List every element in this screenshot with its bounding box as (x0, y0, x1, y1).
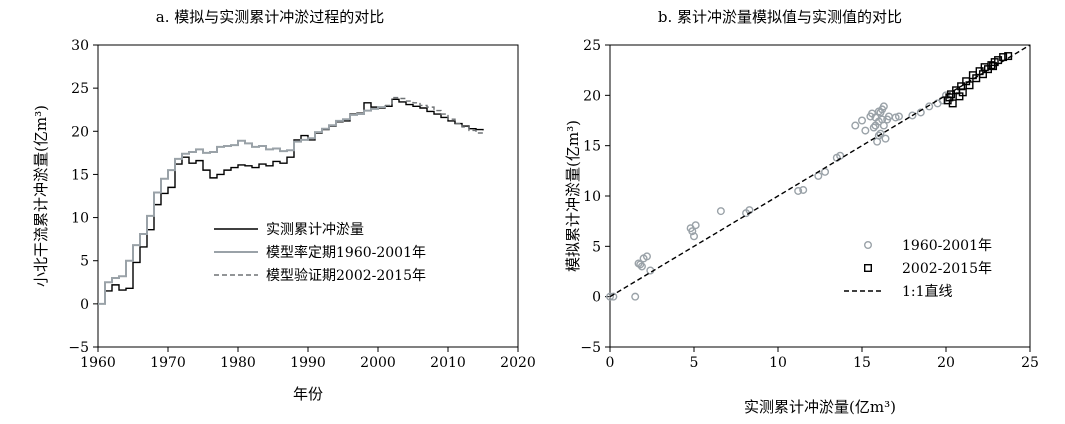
scatter-point-1 (879, 121, 888, 130)
chart-b: b. 累计冲淤量模拟值与实测值的对比 0 5 10 15 20 25 −5 0 5 10 15 20 2… (564, 8, 1039, 416)
scatter-point-1 (861, 126, 870, 135)
series-line-3 (385, 96, 484, 136)
scatter-point-1 (858, 116, 867, 125)
scatter-point-2 (958, 88, 967, 97)
scatter-point-1 (916, 108, 925, 117)
scatter-point-1 (869, 123, 878, 132)
x-tick-label: 10 (769, 355, 787, 371)
scatter-point-1 (908, 111, 917, 120)
y-tick-label: 30 (71, 38, 89, 54)
y-tick-label: 25 (583, 38, 601, 54)
scatter-point-1 (690, 232, 699, 241)
x-tick-label: 2000 (360, 355, 396, 371)
scatter-point-1 (891, 113, 900, 122)
scatter-point-1 (925, 102, 934, 111)
y-tick-label: 0 (592, 290, 601, 306)
x-tick-label: 20 (937, 355, 955, 371)
legend-swatch (864, 240, 873, 249)
x-tick-label: 2010 (430, 355, 466, 371)
chart-b-ticks: 0 5 10 15 20 25 −5 0 5 10 15 20 25 (580, 38, 1039, 371)
scatter-point-2 (978, 70, 987, 79)
x-tick-label: 5 (690, 355, 699, 371)
legend-label: 1:1直线 (902, 283, 953, 300)
chart-a-ticks: 1960 1970 1980 1990 2000 2010 2020 −5 0 5 10 15 20 25… (68, 38, 535, 371)
y-tick-label: 20 (583, 88, 601, 104)
scatter-point-1 (851, 121, 860, 130)
x-tick-label: 0 (606, 355, 615, 371)
scatter-point-1 (799, 185, 808, 194)
x-tick-label: 1990 (290, 355, 326, 371)
y-tick-label: 5 (592, 239, 601, 255)
chart-b-plot (606, 44, 1031, 301)
chart-a-ylabel: 小北干流累计冲淤量(亿m³) (32, 105, 50, 287)
chart-a-title: a. 模拟与实测累计冲淤过程的对比 (156, 8, 384, 26)
chart-b-legend: 1960-2001年 2002-2015年 1:1直线 (844, 238, 992, 300)
x-tick-label: 1980 (220, 355, 256, 371)
series-line-3 (609, 44, 1031, 298)
y-tick-label: 20 (71, 124, 89, 140)
scatter-point-1 (879, 102, 888, 111)
scatter-point-1 (876, 129, 885, 138)
chart-b-xlabel: 实测累计冲淤量(亿m³) (744, 398, 896, 416)
chart-a-xlabel: 年份 (293, 385, 323, 403)
x-tick-label: 1970 (150, 355, 186, 371)
legend-label: 2002-2015年 (902, 261, 992, 277)
scatter-point-1 (894, 112, 903, 121)
scatter-point-1 (716, 207, 725, 216)
scatter-point-1 (881, 134, 890, 143)
x-tick-label: 1960 (80, 355, 116, 371)
legend-label: 模型验证期2002-2015年 (266, 268, 426, 284)
legend-label: 模型率定期1960-2001年 (266, 244, 426, 261)
scatter-point-2 (972, 74, 981, 83)
y-tick-label: 10 (583, 189, 601, 205)
x-tick-label: 15 (853, 355, 871, 371)
scatter-point-1 (691, 221, 700, 230)
legend-label: 1960-2001年 (902, 238, 992, 254)
scatter-point-1 (634, 259, 643, 268)
x-tick-label: 25 (1021, 355, 1039, 371)
scatter-point-2 (948, 99, 957, 108)
scatter-point-2 (989, 62, 998, 71)
scatter-point-1 (688, 227, 697, 236)
scatter-point-1 (631, 292, 640, 301)
chart-a: a. 模拟与实测累计冲淤过程的对比 1960 1970 1980 1990 2000 20… (32, 8, 536, 403)
chart-b-frame (609, 44, 1031, 348)
legend-label: 实测累计冲淤量 (266, 222, 364, 238)
legend-swatch (864, 264, 873, 273)
y-tick-label: 15 (71, 167, 89, 183)
x-tick-label: 2020 (500, 355, 536, 371)
scatter-point-1 (814, 171, 823, 180)
series-line-1 (98, 98, 484, 305)
chart-a-plot (98, 96, 484, 305)
y-tick-label: −5 (580, 340, 601, 356)
chart-b-title: b. 累计冲淤量模拟值与实测值的对比 (658, 8, 902, 26)
scatter-point-1 (642, 252, 651, 261)
scatter-point-1 (821, 167, 830, 176)
series-line-2 (98, 105, 386, 305)
chart-b-ylabel: 模拟累计冲淤量(亿m³) (564, 120, 582, 272)
y-tick-label: 0 (80, 297, 89, 313)
scatter-point-1 (606, 292, 615, 301)
y-tick-label: 15 (583, 139, 601, 155)
scatter-point-1 (873, 137, 882, 146)
y-tick-label: 10 (71, 211, 89, 227)
y-tick-label: 25 (71, 81, 89, 97)
scatter-point-1 (794, 186, 803, 195)
y-tick-label: 5 (80, 254, 89, 270)
y-tick-label: −5 (68, 340, 89, 356)
